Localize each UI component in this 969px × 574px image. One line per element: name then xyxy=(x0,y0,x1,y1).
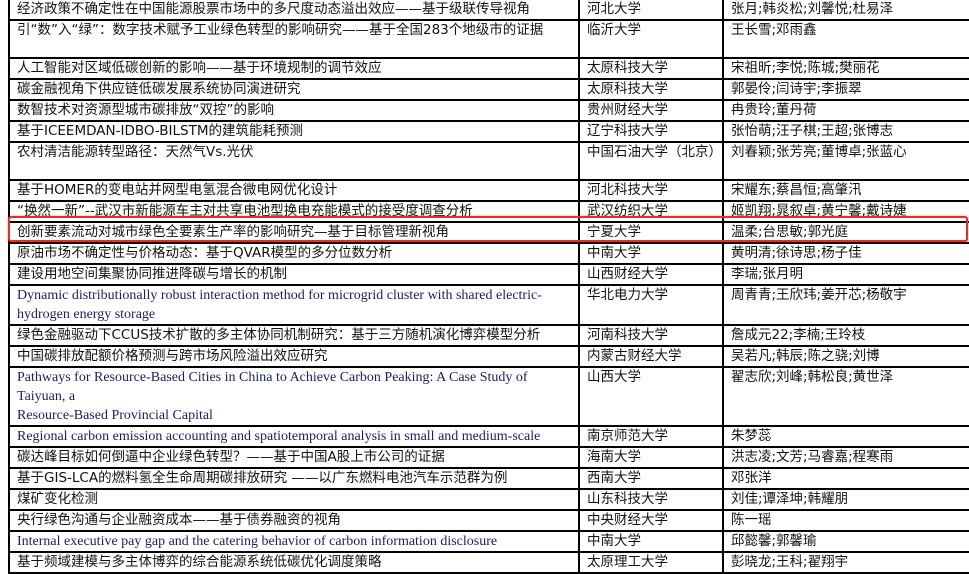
paper-title-cell: 碳金融视角下供应链低碳发展系统协同演进研究 xyxy=(8,78,580,101)
paper-title-cell: 引“数”入“绿”：数字技术赋予工业绿色转型的影响研究——基于全国283个地级市的… xyxy=(8,19,580,59)
authors-cell: 姬凯翔;晁叙卓;黄宁馨;戴诗婕 xyxy=(722,200,969,223)
paper-title-cell: 中国碳排放配额价格预测与跨市场风险溢出效应研究 xyxy=(8,345,580,368)
university-cell: 宁夏大学 xyxy=(578,221,724,244)
paper-title-cell: 基于频域建模与多主体博弈的综合能源系统低碳优化调度策略 xyxy=(8,551,580,574)
table-row[interactable]: 碳达峰目标如何倒逼中企业绿色转型？——基于中国A股上市公司的证据 海南大学 洪志凌;… xyxy=(8,446,969,469)
table-row[interactable]: 农村清洁能源转型路径：天然气Vs.光伏 中国石油大学（北京） 刘春颖;张芳亮;董博卓… xyxy=(8,141,969,181)
authors-cell: 王长雪;邓雨鑫 xyxy=(722,19,969,59)
table-row[interactable]: 央行绿色沟通与企业融资成本——基于债券融资的视角 中央财经大学 陈一瑶 xyxy=(8,509,969,532)
university-cell: 中央财经大学 xyxy=(578,509,724,532)
authors-cell: 翟志欣;刘峰;韩松良;黄世泽 xyxy=(722,366,969,427)
paper-title-cell: Pathways for Resource-Based Cities in Ch… xyxy=(8,366,580,427)
paper-title-cell: Regional carbon emission accounting and … xyxy=(8,425,580,448)
authors-cell: 张月;韩炎松;刘馨悦;杜易泽 xyxy=(722,0,969,21)
table-row[interactable]: 创新要素流动对城市绿色全要素生产率的影响研究—基于目标管理新视角 宁夏大学 温柔;台… xyxy=(8,221,969,244)
paper-title-cell: “换然一新”--武汉市新能源车主对共享电池型换电充能模式的接受度调查分析 xyxy=(8,200,580,223)
university-cell: 西南大学 xyxy=(578,467,724,490)
table-row[interactable]: Regional carbon emission accounting and … xyxy=(8,425,969,448)
table-row[interactable]: 基于GIS-LCA的燃料氢全生命周期碳排放研究 ——以广东燃料电池汽车示范群为例… xyxy=(8,467,969,490)
table-row[interactable]: Dynamic distributionally robust interact… xyxy=(8,284,969,326)
authors-cell: 吴若凡;韩辰;陈之骁;刘博 xyxy=(722,345,969,368)
university-cell: 河北科技大学 xyxy=(578,179,724,202)
table-row[interactable]: 中国碳排放配额价格预测与跨市场风险溢出效应研究 内蒙古财经大学 吴若凡;韩辰;陈之骁… xyxy=(8,345,969,368)
university-cell: 太原科技大学 xyxy=(578,57,724,80)
table-row[interactable]: 原油市场不确定性与价格动态：基于QVAR模型的多分位数分析 中南大学 黄明清;徐诗思… xyxy=(8,242,969,265)
paper-title-cell: 原油市场不确定性与价格动态：基于QVAR模型的多分位数分析 xyxy=(8,242,580,265)
paper-title-cell: 数智技术对资源型城市碳排放“双控”的影响 xyxy=(8,99,580,122)
table-row[interactable]: “换然一新”--武汉市新能源车主对共享电池型换电充能模式的接受度调查分析 武汉纺织… xyxy=(8,200,969,223)
table-row[interactable]: 基于频域建模与多主体博弈的综合能源系统低碳优化调度策略 太原理工大学 彭晓龙;王科;… xyxy=(8,551,969,574)
university-cell: 临沂大学 xyxy=(578,19,724,59)
university-cell: 河南科技大学 xyxy=(578,324,724,347)
university-cell: 山东科技大学 xyxy=(578,488,724,511)
university-cell: 中南大学 xyxy=(578,242,724,265)
paper-title-cell: 人工智能对区域低碳创新的影响——基于环境规制的调节效应 xyxy=(8,57,580,80)
authors-cell: 张怡萌;汪子棋;王超;张博志 xyxy=(722,120,969,143)
results-table-container: 经济政策不确定性在中国能源股票市场中的多尺度动态溢出效应——基于级联传导视角 河北… xyxy=(8,0,969,574)
authors-cell: 宋耀东;蔡昌恒;高肇汛 xyxy=(722,179,969,202)
paper-title-cell: Dynamic distributionally robust interact… xyxy=(8,284,580,326)
paper-title-cell: 农村清洁能源转型路径：天然气Vs.光伏 xyxy=(8,141,580,181)
university-cell: 武汉纺织大学 xyxy=(578,200,724,223)
authors-cell: 刘佳;谭泽坤;韩耀朋 xyxy=(722,488,969,511)
university-cell: 太原科技大学 xyxy=(578,78,724,101)
authors-cell: 郭晏伶;闫诗宇;李振翠 xyxy=(722,78,969,101)
paper-title-cell: 基于GIS-LCA的燃料氢全生命周期碳排放研究 ——以广东燃料电池汽车示范群为例 xyxy=(8,467,580,490)
university-cell: 内蒙古财经大学 xyxy=(578,345,724,368)
authors-cell: 黄明清;徐诗思;杨子佳 xyxy=(722,242,969,265)
table-row[interactable]: 引“数”入“绿”：数字技术赋予工业绿色转型的影响研究——基于全国283个地级市的… xyxy=(8,19,969,59)
university-cell: 中国石油大学（北京） xyxy=(578,141,724,181)
results-table: 经济政策不确定性在中国能源股票市场中的多尺度动态溢出效应——基于级联传导视角 河北… xyxy=(8,0,969,574)
authors-cell: 李瑞;张月明 xyxy=(722,263,969,286)
paper-title-cell: 绿色金融驱动下CCUS技术扩散的多主体协同机制研究：基于三方随机演化博弈模型分析 xyxy=(8,324,580,347)
university-cell: 海南大学 xyxy=(578,446,724,469)
authors-cell: 朱梦蕊 xyxy=(722,425,969,448)
authors-cell: 冉贵玲;董丹荷 xyxy=(722,99,969,122)
university-cell: 太原理工大学 xyxy=(578,551,724,574)
table-row[interactable]: 基于HOMER的变电站并网型电氢混合微电网优化设计 河北科技大学 宋耀东;蔡昌恒;高… xyxy=(8,179,969,202)
university-cell: 山西财经大学 xyxy=(578,263,724,286)
authors-cell: 詹成元22;李楠;王玲枝 xyxy=(722,324,969,347)
university-cell: 山西大学 xyxy=(578,366,724,427)
paper-title-cell: 基于HOMER的变电站并网型电氢混合微电网优化设计 xyxy=(8,179,580,202)
table-row[interactable]: 经济政策不确定性在中国能源股票市场中的多尺度动态溢出效应——基于级联传导视角 河北… xyxy=(8,0,969,21)
table-row[interactable]: 碳金融视角下供应链低碳发展系统协同演进研究 太原科技大学 郭晏伶;闫诗宇;李振翠 xyxy=(8,78,969,101)
authors-cell: 宋祖昕;李悦;陈城;樊丽花 xyxy=(722,57,969,80)
paper-title-cell: 经济政策不确定性在中国能源股票市场中的多尺度动态溢出效应——基于级联传导视角 xyxy=(8,0,580,21)
paper-title-cell: 基于ICEEMDAN-IDBO-BILSTM的建筑能耗预测 xyxy=(8,120,580,143)
table-row[interactable]: 基于ICEEMDAN-IDBO-BILSTM的建筑能耗预测 辽宁科技大学 张怡萌;汪… xyxy=(8,120,969,143)
university-cell: 辽宁科技大学 xyxy=(578,120,724,143)
table-row[interactable]: 人工智能对区域低碳创新的影响——基于环境规制的调节效应 太原科技大学 宋祖昕;李悦;… xyxy=(8,57,969,80)
authors-cell: 邓张洋 xyxy=(722,467,969,490)
authors-cell: 陈一瑶 xyxy=(722,509,969,532)
paper-title-cell: 央行绿色沟通与企业融资成本——基于债券融资的视角 xyxy=(8,509,580,532)
authors-cell: 温柔;台思敏;郭光庭 xyxy=(722,221,969,244)
authors-cell: 刘春颖;张芳亮;董博卓;张蓝心 xyxy=(722,141,969,181)
paper-title-cell: 创新要素流动对城市绿色全要素生产率的影响研究—基于目标管理新视角 xyxy=(8,221,580,244)
table-row[interactable]: 建设用地空间集聚协同推进降碳与增长的机制 山西财经大学 李瑞;张月明 xyxy=(8,263,969,286)
university-cell: 华北电力大学 xyxy=(578,284,724,326)
university-cell: 贵州财经大学 xyxy=(578,99,724,122)
university-cell: 河北大学 xyxy=(578,0,724,21)
table-row[interactable]: Pathways for Resource-Based Cities in Ch… xyxy=(8,366,969,427)
table-row[interactable]: 煤矿变化检测 山东科技大学 刘佳;谭泽坤;韩耀朋 xyxy=(8,488,969,511)
paper-title-cell: 建设用地空间集聚协同推进降碳与增长的机制 xyxy=(8,263,580,286)
authors-cell: 洪志凌;文芳;马睿嘉;程寒雨 xyxy=(722,446,969,469)
authors-cell: 彭晓龙;王科;翟翔宇 xyxy=(722,551,969,574)
authors-cell: 周青青;王欣玮;姜开芯;杨敬宇 xyxy=(722,284,969,326)
university-cell: 南京师范大学 xyxy=(578,425,724,448)
table-row[interactable]: 绿色金融驱动下CCUS技术扩散的多主体协同机制研究：基于三方随机演化博弈模型分析… xyxy=(8,324,969,347)
paper-title-cell: 碳达峰目标如何倒逼中企业绿色转型？——基于中国A股上市公司的证据 xyxy=(8,446,580,469)
paper-title-cell: 煤矿变化检测 xyxy=(8,488,580,511)
table-row[interactable]: 数智技术对资源型城市碳排放“双控”的影响 贵州财经大学 冉贵玲;董丹荷 xyxy=(8,99,969,122)
